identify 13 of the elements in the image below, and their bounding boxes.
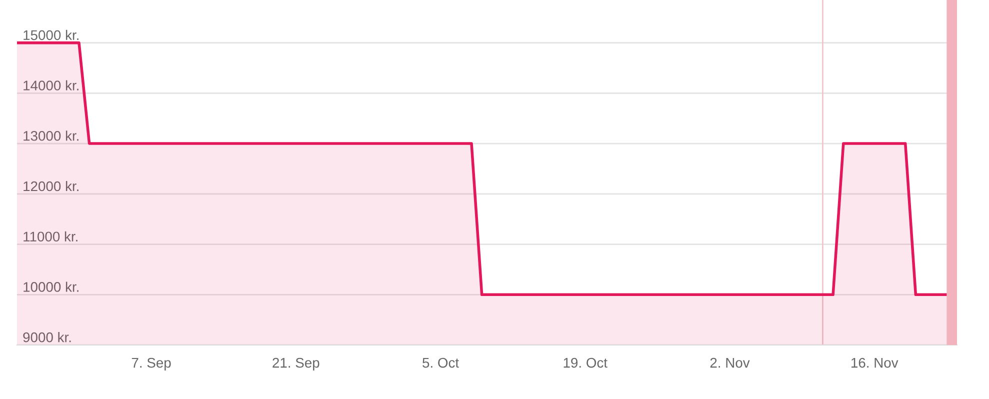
y-tick-label: 9000 kr. (23, 332, 71, 342)
y-tick-label: 10000 kr. (24, 282, 78, 292)
x-tick-label: 16. Nov (851, 358, 898, 368)
x-tick-label: 21. Sep (272, 358, 320, 370)
y-tick-label: 12000 kr. (24, 180, 78, 192)
x-tick-label: 5. Oct (422, 358, 459, 368)
y-tick-label: 15000 kr. (24, 30, 78, 40)
y-tick-label: 11000 kr. (24, 231, 78, 242)
x-tick-label: 19. Oct (564, 358, 608, 368)
y-tick-label: 14000 kr. (24, 80, 78, 90)
x-tick-label: 2. Nov (710, 358, 750, 368)
x-tick-label: 7. Sep (132, 358, 171, 370)
y-tick-label: 13000 kr. (24, 130, 78, 141)
